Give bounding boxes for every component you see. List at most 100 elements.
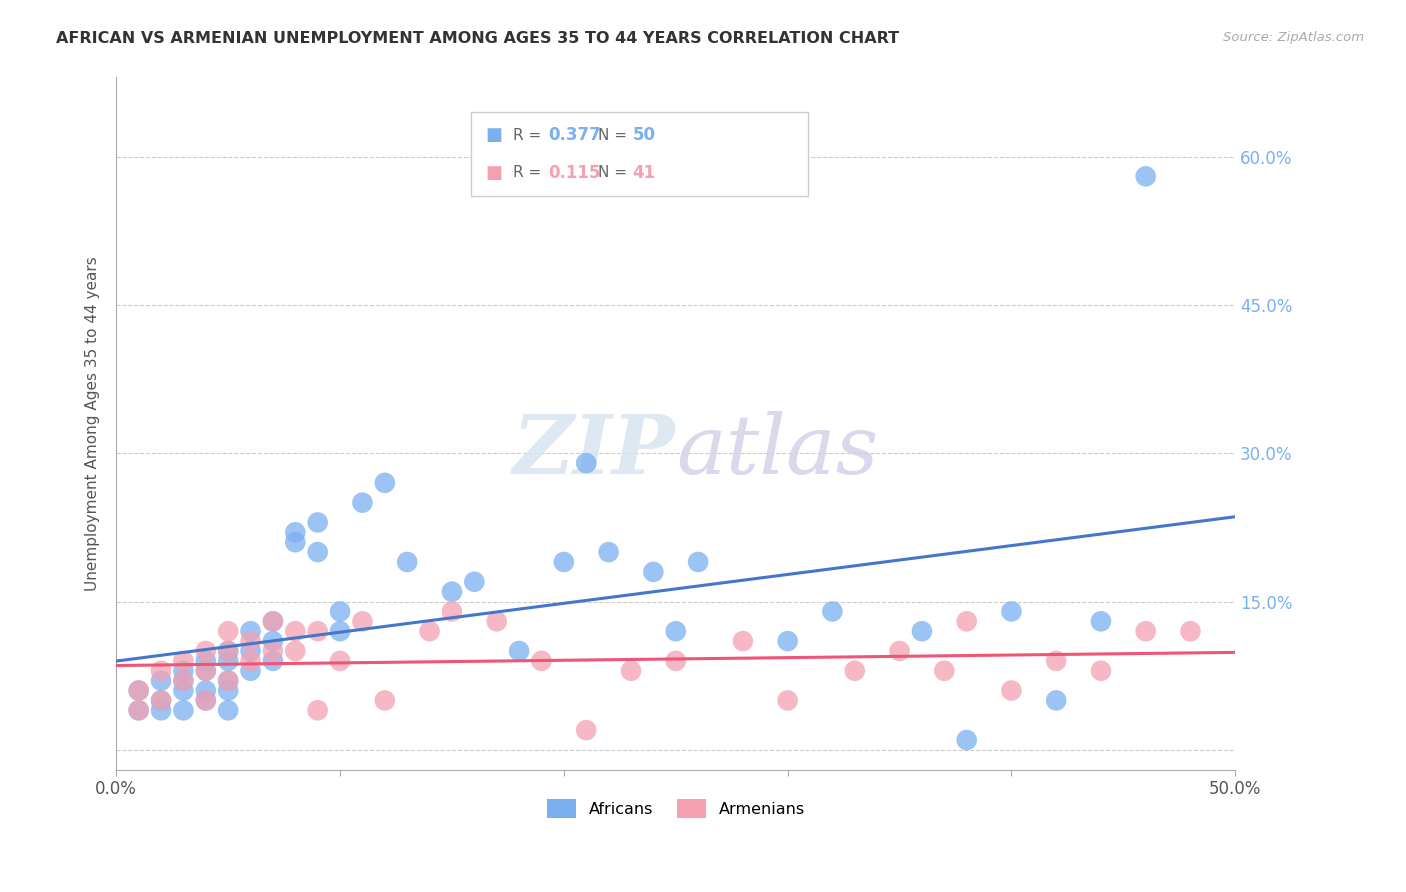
Point bbox=[150, 693, 173, 707]
Point bbox=[463, 574, 485, 589]
Point bbox=[262, 634, 284, 648]
Point bbox=[731, 634, 754, 648]
Point bbox=[128, 683, 150, 698]
Point bbox=[284, 535, 307, 549]
Point bbox=[374, 693, 396, 707]
Point bbox=[307, 703, 329, 717]
Point bbox=[1135, 169, 1157, 184]
Point bbox=[598, 545, 620, 559]
Point bbox=[934, 664, 956, 678]
Point bbox=[194, 664, 217, 678]
Point bbox=[194, 644, 217, 658]
Point bbox=[1000, 604, 1022, 618]
Point bbox=[150, 703, 173, 717]
Text: R =: R = bbox=[513, 165, 547, 180]
Point bbox=[821, 604, 844, 618]
Point bbox=[217, 654, 239, 668]
Point bbox=[217, 673, 239, 688]
Point bbox=[194, 683, 217, 698]
Point bbox=[217, 703, 239, 717]
Point bbox=[239, 634, 262, 648]
Text: 0.115: 0.115 bbox=[548, 163, 600, 181]
Point bbox=[329, 604, 352, 618]
Text: ■: ■ bbox=[485, 163, 502, 181]
Text: ■: ■ bbox=[485, 127, 502, 145]
Point bbox=[776, 634, 799, 648]
Point bbox=[217, 644, 239, 658]
Point bbox=[1135, 624, 1157, 639]
Point bbox=[1090, 615, 1112, 629]
Point bbox=[239, 664, 262, 678]
Point bbox=[485, 615, 508, 629]
Point bbox=[307, 545, 329, 559]
Point bbox=[440, 604, 463, 618]
Point bbox=[150, 673, 173, 688]
Point bbox=[776, 693, 799, 707]
Point bbox=[1090, 664, 1112, 678]
Point bbox=[352, 496, 374, 510]
Legend: Africans, Armenians: Africans, Armenians bbox=[540, 793, 811, 824]
Point bbox=[1045, 654, 1067, 668]
Point bbox=[665, 654, 688, 668]
Point bbox=[553, 555, 575, 569]
Text: N =: N = bbox=[598, 165, 631, 180]
Point bbox=[217, 624, 239, 639]
Text: 50: 50 bbox=[633, 127, 655, 145]
Text: atlas: atlas bbox=[676, 411, 879, 491]
Point bbox=[307, 516, 329, 530]
Point bbox=[128, 703, 150, 717]
Point bbox=[956, 733, 979, 747]
Point bbox=[262, 644, 284, 658]
Point bbox=[575, 723, 598, 737]
Point bbox=[262, 615, 284, 629]
Text: R =: R = bbox=[513, 128, 547, 143]
Point bbox=[329, 654, 352, 668]
Point bbox=[239, 654, 262, 668]
Point bbox=[440, 584, 463, 599]
Point bbox=[307, 624, 329, 639]
Point bbox=[419, 624, 441, 639]
Point bbox=[284, 624, 307, 639]
Point bbox=[1180, 624, 1202, 639]
Point bbox=[172, 673, 194, 688]
Point bbox=[643, 565, 665, 579]
Y-axis label: Unemployment Among Ages 35 to 44 years: Unemployment Among Ages 35 to 44 years bbox=[86, 256, 100, 591]
Point bbox=[889, 644, 911, 658]
Point bbox=[217, 644, 239, 658]
Point bbox=[620, 664, 643, 678]
Text: ZIP: ZIP bbox=[513, 411, 676, 491]
Point bbox=[172, 703, 194, 717]
Point bbox=[262, 615, 284, 629]
Point bbox=[150, 664, 173, 678]
Point bbox=[172, 683, 194, 698]
Point bbox=[575, 456, 598, 470]
Point bbox=[665, 624, 688, 639]
Point bbox=[284, 525, 307, 540]
Point bbox=[1045, 693, 1067, 707]
Point bbox=[217, 673, 239, 688]
Text: N =: N = bbox=[598, 128, 631, 143]
Point bbox=[150, 693, 173, 707]
Point bbox=[194, 664, 217, 678]
Point bbox=[352, 615, 374, 629]
Point bbox=[329, 624, 352, 639]
Point bbox=[1000, 683, 1022, 698]
Point bbox=[194, 693, 217, 707]
Point bbox=[172, 664, 194, 678]
Point bbox=[172, 654, 194, 668]
Text: Source: ZipAtlas.com: Source: ZipAtlas.com bbox=[1223, 31, 1364, 45]
Point bbox=[284, 644, 307, 658]
Point bbox=[956, 615, 979, 629]
Point bbox=[172, 673, 194, 688]
Point bbox=[239, 644, 262, 658]
Point bbox=[194, 693, 217, 707]
Point bbox=[844, 664, 866, 678]
Text: 0.377: 0.377 bbox=[548, 127, 602, 145]
Point bbox=[911, 624, 934, 639]
Point bbox=[128, 683, 150, 698]
Point bbox=[128, 703, 150, 717]
Point bbox=[262, 654, 284, 668]
Point bbox=[239, 624, 262, 639]
Point bbox=[508, 644, 530, 658]
Point bbox=[374, 475, 396, 490]
